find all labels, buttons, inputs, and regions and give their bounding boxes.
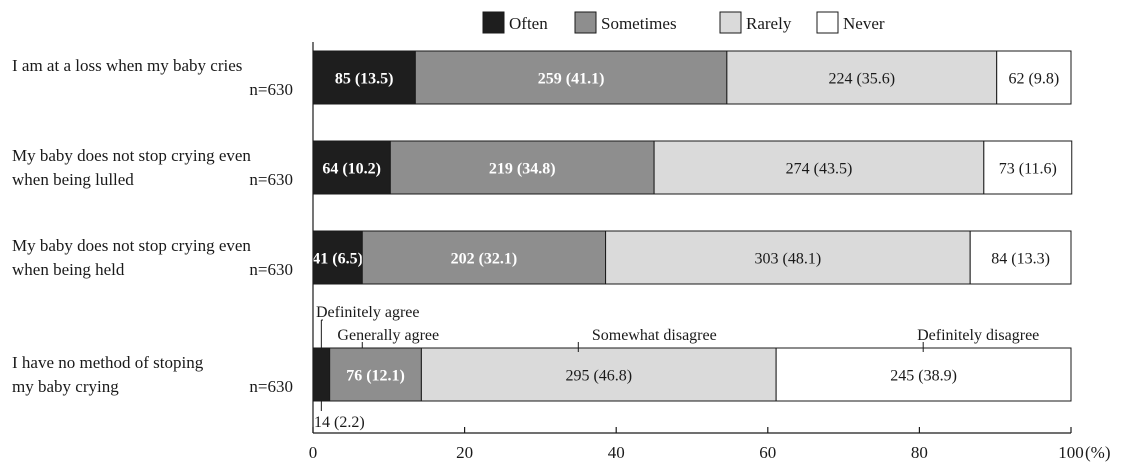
row-label: My baby does not stop crying even xyxy=(12,236,251,255)
bar-segment xyxy=(726,50,998,105)
bar-segment xyxy=(969,230,1072,285)
x-axis: 0 20 40 60 80 100 (%) xyxy=(309,42,1110,462)
bar-segment xyxy=(312,140,391,195)
x-tick-label: 80 xyxy=(911,443,928,462)
segment-name-definitely-disagree: Definitely disagree xyxy=(917,327,1039,344)
segment-name-definitely-agree: Definitely agree xyxy=(316,304,420,321)
row-n-label: n=630 xyxy=(249,260,293,279)
bar-value-label: 219 (34.8) xyxy=(489,161,556,178)
segment-annotations: Definitely agree Generally agree Somewhat … xyxy=(314,304,1039,431)
legend-swatch-often xyxy=(482,11,505,34)
row-label-line2: when being lulled xyxy=(12,170,134,189)
legend-label-rarely: Rarely xyxy=(746,14,792,33)
bar-value-label: 202 (32.1) xyxy=(451,251,518,268)
legend-label-often: Often xyxy=(509,14,548,33)
row-label: My baby does not stop crying even xyxy=(12,146,251,165)
bar-value-label: 73 (11.6) xyxy=(999,161,1057,178)
bar-segment xyxy=(996,50,1072,105)
bar-segment xyxy=(983,140,1073,195)
bar-segment xyxy=(312,347,331,402)
bar-value-label: 62 (9.8) xyxy=(1009,71,1060,88)
segment-name-generally-agree: Generally agree xyxy=(337,327,439,344)
bar-value-label: 64 (10.2) xyxy=(322,161,381,178)
legend: Often Sometimes Rarely Never xyxy=(482,11,885,34)
bar-value-label: 85 (13.5) xyxy=(335,71,394,88)
row-label: I am at a loss when my baby cries xyxy=(12,56,242,75)
x-tick-label: 40 xyxy=(608,443,625,462)
legend-swatch-never xyxy=(816,11,839,34)
row-n-label: n=630 xyxy=(249,170,293,189)
bar-segment xyxy=(312,50,416,105)
bar-value-label: 224 (35.6) xyxy=(828,71,895,88)
x-axis-unit-label: (%) xyxy=(1085,443,1110,462)
bar-segment xyxy=(414,50,728,105)
bar-segment xyxy=(420,347,777,402)
x-tick-label: 0 xyxy=(309,443,318,462)
bar-value-label: 295 (46.8) xyxy=(565,368,632,385)
legend-swatch-sometimes xyxy=(574,11,597,34)
bar-value-label: 245 (38.9) xyxy=(890,368,957,385)
category-labels: I am at a loss when my baby cries n=630 My… xyxy=(12,56,293,396)
row-label: I have no method of stoping xyxy=(12,353,204,372)
legend-label-never: Never xyxy=(843,14,885,33)
bar-segment xyxy=(775,347,1072,402)
bar-segment xyxy=(329,347,422,402)
bar-segment xyxy=(361,230,607,285)
bar-segment xyxy=(653,140,985,195)
bars: 85 (13.5) 259 (41.1) 224 (35.6) 62 (9.8) 64 … xyxy=(312,50,1073,402)
x-tick-label: 20 xyxy=(456,443,473,462)
row-label-line2: my baby crying xyxy=(12,377,119,396)
bar-segment xyxy=(389,140,655,195)
bar-value-label: 259 (41.1) xyxy=(538,71,605,88)
segment-name-somewhat-disagree: Somewhat disagree xyxy=(592,327,717,344)
bar-value-label-small-segment: 14 (2.2) xyxy=(314,414,365,431)
legend-swatch-rarely xyxy=(719,11,742,34)
row-label-line2: when being held xyxy=(12,260,125,279)
bar-value-label: 303 (48.1) xyxy=(755,251,822,268)
bar-value-label: 274 (43.5) xyxy=(786,161,853,178)
row-n-label: n=630 xyxy=(249,80,293,99)
x-tick-label: 60 xyxy=(759,443,776,462)
x-tick-label: 100 xyxy=(1058,443,1084,462)
bar-value-label: 76 (12.1) xyxy=(346,368,405,385)
bar-value-label: 84 (13.3) xyxy=(991,251,1050,268)
legend-label-sometimes: Sometimes xyxy=(601,14,677,33)
row-n-label: n=630 xyxy=(249,377,293,396)
bar-value-label: 41 (6.5) xyxy=(312,251,363,268)
